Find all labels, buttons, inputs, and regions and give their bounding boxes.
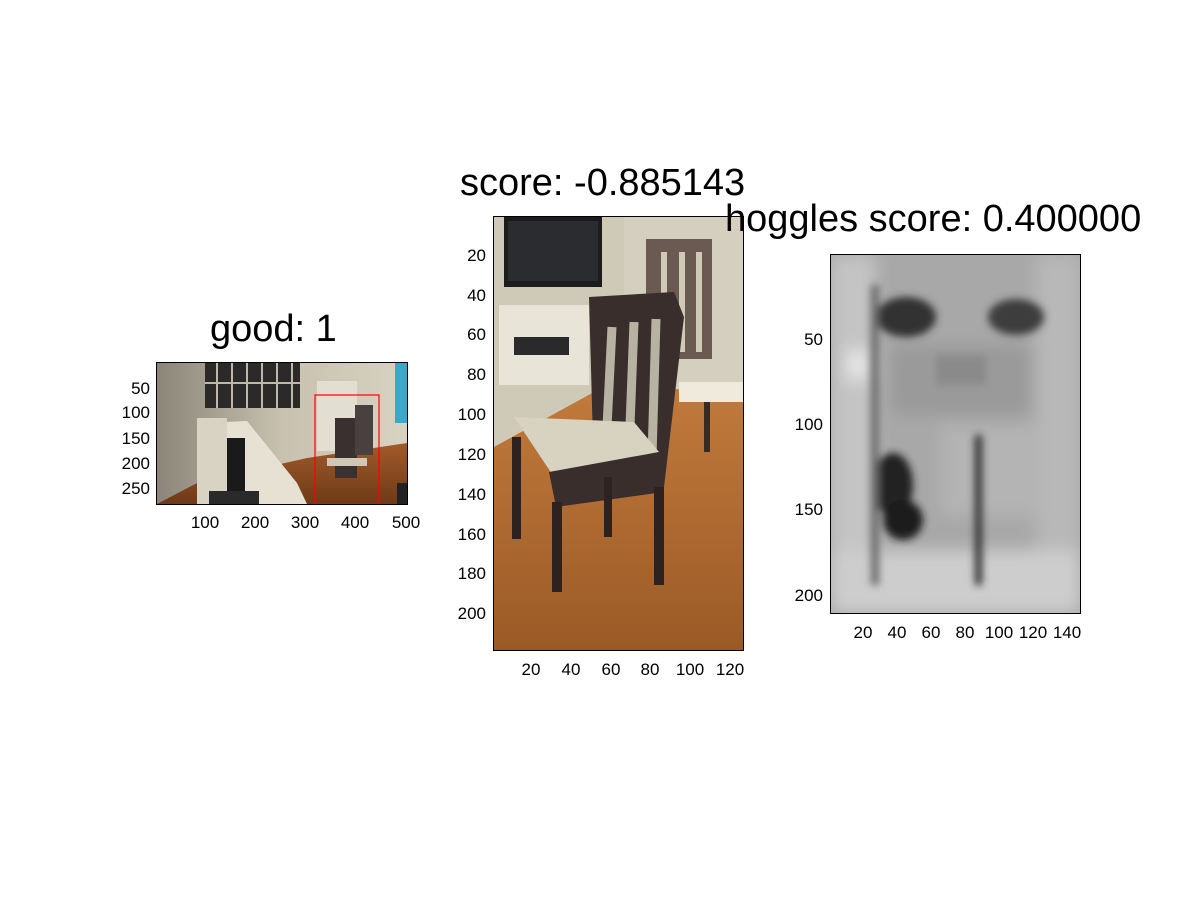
panel3-image-axes	[830, 254, 1081, 614]
panel1-xtick: 500	[391, 513, 421, 532]
panel1-xtick: 100	[190, 513, 220, 532]
panel1-ytick: 150	[121, 429, 150, 448]
panel2-ytick: 100	[457, 405, 486, 424]
panel2-ytick: 120	[457, 445, 486, 464]
panel1-image-axes	[156, 362, 408, 505]
panel2-ytick: 160	[457, 525, 486, 544]
panel3-xtick: 80	[955, 623, 975, 642]
panel3-ytick: 150	[794, 500, 823, 519]
panel1-ytick: 50	[131, 379, 150, 398]
panel2-xtick: 20	[521, 660, 541, 679]
panel2-ytick: 80	[467, 365, 486, 384]
panel2-xtick: 60	[601, 660, 621, 679]
panel2-ytick: 60	[467, 325, 486, 344]
panel3-ytick: 200	[794, 586, 823, 605]
panel1-ytick: 250	[121, 479, 150, 498]
panel1-xtick: 400	[340, 513, 370, 532]
panel2-xtick: 80	[640, 660, 660, 679]
panel1-xtick: 300	[290, 513, 320, 532]
room-photo-icon	[157, 363, 407, 504]
panel1-title: good: 1	[210, 308, 337, 350]
panel2-ytick: 20	[467, 246, 486, 265]
panel2-xtick: 40	[561, 660, 581, 679]
panel3-ytick: 50	[804, 330, 823, 349]
panel2-ytick: 40	[467, 286, 486, 305]
panel3-xtick: 100	[984, 623, 1014, 642]
hoggles-visualization-icon	[831, 255, 1080, 613]
panel1-ytick: 200	[121, 454, 150, 473]
panel3-xtick: 60	[921, 623, 941, 642]
panel2-ytick: 140	[457, 485, 486, 504]
panel1-ytick: 100	[121, 403, 150, 422]
panel2-xtick: 100	[675, 660, 705, 679]
panel2-ytick: 200	[457, 604, 486, 623]
panel3-xtick: 40	[887, 623, 907, 642]
panel3-ytick: 100	[794, 415, 823, 434]
panel2-image-axes	[493, 216, 744, 651]
panel3-title: hoggles score: 0.400000	[725, 198, 1142, 240]
panel2-ytick: 180	[457, 564, 486, 583]
panel2-title: score: -0.885143	[460, 162, 746, 204]
panel3-xtick: 20	[853, 623, 873, 642]
panel3-xtick: 120	[1018, 623, 1048, 642]
panel2-xtick: 120	[715, 660, 745, 679]
panel1-xtick: 200	[240, 513, 270, 532]
panel3-xtick: 140	[1052, 623, 1082, 642]
detection-box	[314, 394, 380, 504]
chair-crop-icon	[494, 217, 743, 650]
